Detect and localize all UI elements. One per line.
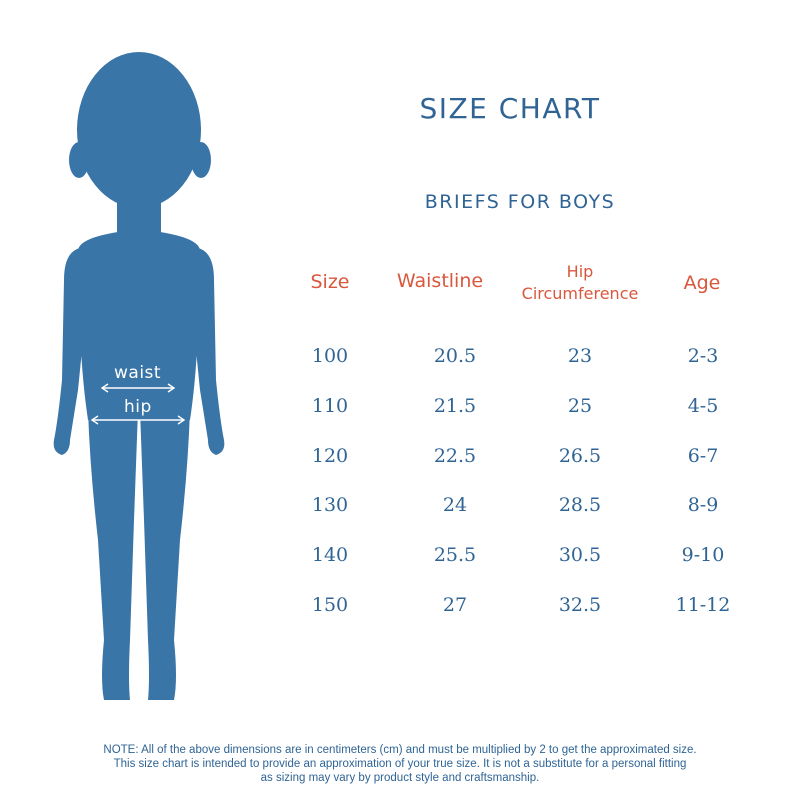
footnote: NOTE: All of the above dimensions are in…	[40, 743, 760, 785]
cell-size: 100	[311, 345, 349, 367]
cell-age: 2-3	[687, 345, 719, 367]
cell-hip: 25	[567, 395, 593, 417]
cell-waistline: 25.5	[433, 544, 477, 566]
cell-waistline: 21.5	[433, 395, 477, 417]
waist-label: waist	[114, 363, 162, 383]
cell-waistline: 27	[442, 594, 468, 616]
cell-age: 11-12	[675, 594, 731, 616]
child-silhouette-icon	[53, 52, 225, 700]
cell-size: 140	[311, 544, 349, 566]
hip-label: hip	[124, 397, 152, 417]
cell-waistline: 24	[442, 494, 468, 516]
cell-age: 4-5	[687, 395, 719, 417]
cell-hip: 30.5	[558, 544, 602, 566]
cell-size: 130	[311, 494, 349, 516]
column-header-hip-line1: Hip	[566, 262, 594, 281]
cell-waistline: 22.5	[433, 445, 477, 467]
cell-hip: 32.5	[558, 594, 602, 616]
cell-hip: 23	[567, 345, 593, 367]
footnote-line-3: as sizing may vary by product style and …	[260, 772, 540, 784]
page-title: SIZE CHART	[419, 92, 601, 125]
cell-hip: 26.5	[558, 445, 602, 467]
page-subtitle: BRIEFS FOR BOYS	[424, 191, 616, 213]
cell-age: 6-7	[687, 445, 719, 467]
column-header-waistline: Waistline	[396, 270, 484, 292]
footnote-line-1: NOTE: All of the above dimensions are in…	[103, 744, 697, 756]
cell-age: 9-10	[681, 544, 725, 566]
child-silhouette-figure: waist hip	[0, 0, 260, 720]
column-header-size: Size	[310, 271, 350, 293]
cell-age: 8-9	[687, 494, 719, 516]
column-header-hip-line2: Circumference	[521, 284, 639, 303]
cell-waistline: 20.5	[433, 345, 477, 367]
cell-size: 120	[311, 445, 349, 467]
cell-size: 110	[311, 395, 349, 417]
column-header-age: Age	[683, 272, 721, 294]
column-header-hip-circumference: Hip Circumference	[505, 261, 655, 305]
cell-hip: 28.5	[558, 494, 602, 516]
cell-size: 150	[311, 594, 349, 616]
footnote-line-2: This size chart is intended to provide a…	[113, 758, 687, 770]
